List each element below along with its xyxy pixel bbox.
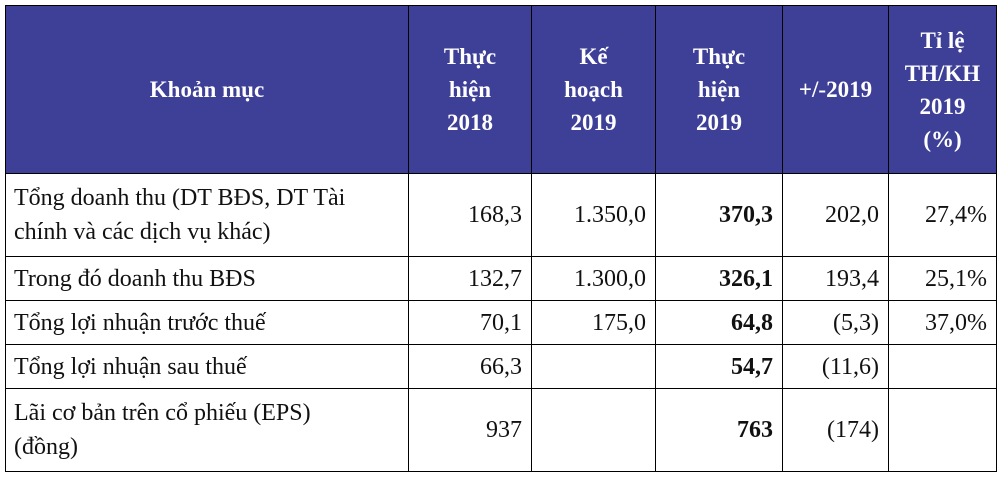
header-text: 2019 xyxy=(696,110,742,135)
header-text: hoạch xyxy=(564,77,623,102)
cell-kh2019 xyxy=(531,344,656,389)
cell-th2018: 66,3 xyxy=(408,344,532,389)
header-ti-le-th-kh: Tỉ lệ TH/KH 2019 (%) xyxy=(888,5,997,174)
table-row: Tổng lợi nhuận trước thuế 70,1 175,0 64,… xyxy=(5,300,997,345)
cell-change: 202,0 xyxy=(782,173,889,257)
cropped-text-fragment xyxy=(120,470,920,477)
table-row: Lãi cơ bản trên cổ phiếu (EPS) (đồng) 93… xyxy=(5,388,997,472)
row-label-line: Lãi cơ bản trên cổ phiếu (EPS) xyxy=(14,400,311,426)
row-label-line: chính và các dịch vụ khác) xyxy=(14,219,271,245)
header-text: 2019 xyxy=(570,110,617,135)
cell-kh2019: 175,0 xyxy=(531,300,656,345)
cell-kh2019 xyxy=(531,388,656,472)
cell-th2018: 168,3 xyxy=(408,173,532,257)
cell-change: (174) xyxy=(782,388,889,472)
cell-ratio xyxy=(888,388,997,472)
row-label: Tổng lợi nhuận sau thuế xyxy=(5,344,409,389)
financial-results-table: Khoản mục Thực hiện 2018 Kế hoạch 2019 T… xyxy=(5,5,997,472)
header-ke-hoach-2019: Kế hoạch 2019 xyxy=(531,5,656,174)
row-label: Lãi cơ bản trên cổ phiếu (EPS) (đồng) xyxy=(5,388,409,472)
row-label-line: Tổng doanh thu (DT BĐS, DT Tài xyxy=(14,185,346,211)
header-change-2019: +/-2019 xyxy=(782,5,889,174)
cell-ratio: 27,4% xyxy=(888,173,997,257)
header-text: Thực xyxy=(443,44,497,69)
cell-change: 193,4 xyxy=(782,256,889,301)
cell-th2019: 64,8 xyxy=(655,300,783,345)
cell-kh2019: 1.300,0 xyxy=(531,256,656,301)
table-row: Trong đó doanh thu BĐS 132,7 1.300,0 326… xyxy=(5,256,997,301)
header-text: hiện xyxy=(448,77,492,102)
cell-change: (11,6) xyxy=(782,344,889,389)
cell-th2018: 70,1 xyxy=(408,300,532,345)
header-text: TH/KH xyxy=(904,60,981,86)
header-text: Kế xyxy=(579,44,608,69)
header-text: 2018 xyxy=(447,110,493,135)
cell-change: (5,3) xyxy=(782,300,889,345)
cell-th2018: 132,7 xyxy=(408,256,532,301)
header-thuc-hien-2018: Thực hiện 2018 xyxy=(408,5,532,174)
row-label: Tổng doanh thu (DT BĐS, DT Tài chính và … xyxy=(5,173,409,257)
cell-th2018: 937 xyxy=(408,388,532,472)
header-text: (%) xyxy=(923,126,962,152)
cell-th2019: 326,1 xyxy=(655,256,783,301)
header-khoan-muc: Khoản mục xyxy=(5,5,409,174)
row-label-line: (đồng) xyxy=(14,434,78,460)
cell-th2019: 763 xyxy=(655,388,783,472)
cell-th2019: 370,3 xyxy=(655,173,783,257)
table-row: Tổng doanh thu (DT BĐS, DT Tài chính và … xyxy=(5,173,997,257)
header-text: hiện xyxy=(697,77,741,102)
cell-kh2019: 1.350,0 xyxy=(531,173,656,257)
header-thuc-hien-2019: Thực hiện 2019 xyxy=(655,5,783,174)
header-text: 2019 xyxy=(919,93,966,119)
cell-ratio xyxy=(888,344,997,389)
header-text: Tỉ lệ xyxy=(920,27,965,53)
cell-th2019: 54,7 xyxy=(655,344,783,389)
header-text: Thực xyxy=(692,44,746,69)
row-label: Trong đó doanh thu BĐS xyxy=(5,256,409,301)
cell-ratio: 37,0% xyxy=(888,300,997,345)
row-label: Tổng lợi nhuận trước thuế xyxy=(5,300,409,345)
header-row: Khoản mục Thực hiện 2018 Kế hoạch 2019 T… xyxy=(5,5,997,174)
table-row: Tổng lợi nhuận sau thuế 66,3 54,7 (11,6) xyxy=(5,344,997,389)
cell-ratio: 25,1% xyxy=(888,256,997,301)
